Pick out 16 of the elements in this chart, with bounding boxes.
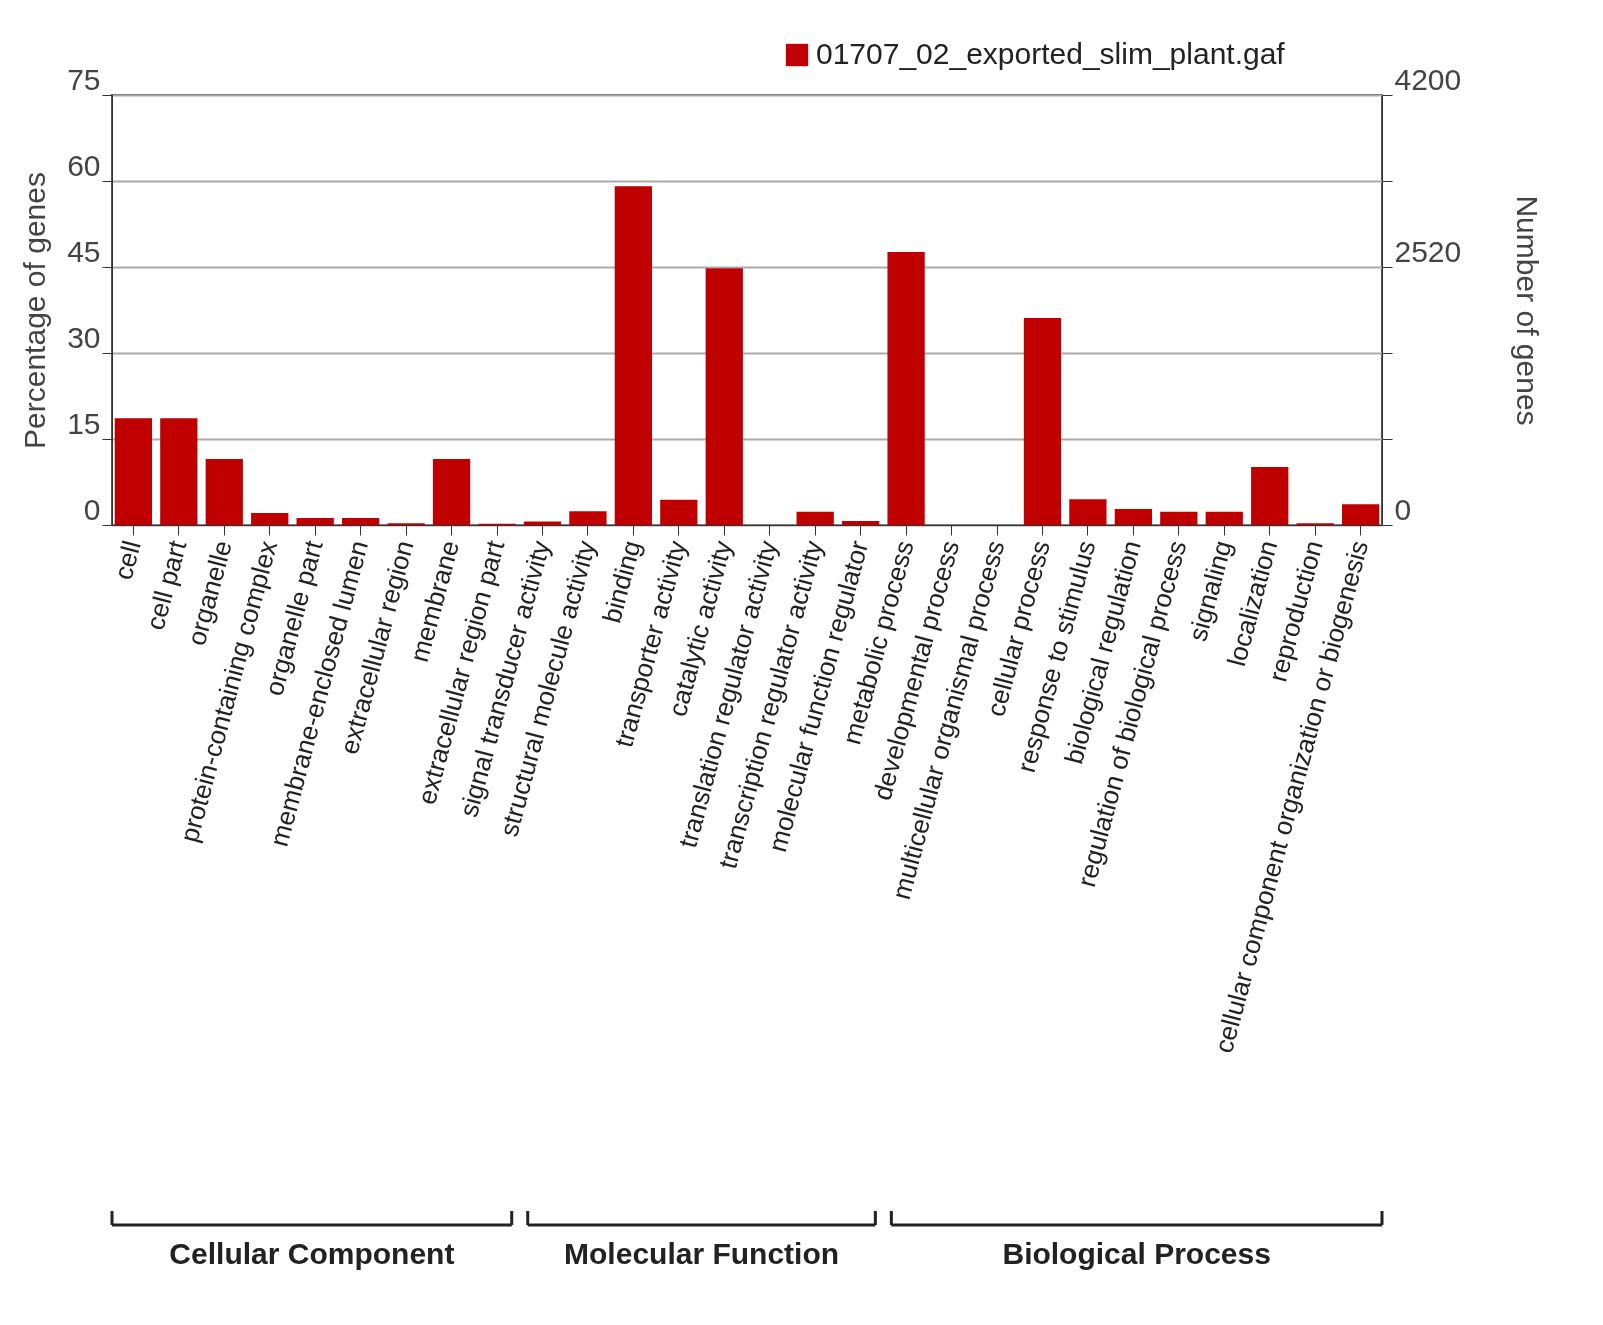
y2-tick-label: 4200 [1394, 62, 1462, 96]
text: Cellular Component [169, 1237, 455, 1270]
legend-label: 01707_02_exported_slim_plant.gaf [816, 37, 1286, 70]
y-tick-label: 0 [83, 492, 101, 526]
y-tick-label: 45 [67, 234, 101, 268]
y-tick-label: 30 [67, 320, 101, 354]
y-axis-title: Percentage of genes [18, 172, 52, 449]
text: Molecular Function [564, 1237, 840, 1270]
x-tick-label: cell [107, 537, 147, 583]
y2-tick-label: 0 [1394, 492, 1412, 526]
y-tick-label: 15 [67, 406, 101, 440]
y2-axis-title: Number of genes [1511, 195, 1545, 426]
text: Biological Process [1002, 1237, 1271, 1270]
y-tick-label: 60 [67, 148, 101, 182]
y-tick-label: 75 [67, 62, 101, 96]
y2-tick-label: 2520 [1394, 234, 1462, 268]
